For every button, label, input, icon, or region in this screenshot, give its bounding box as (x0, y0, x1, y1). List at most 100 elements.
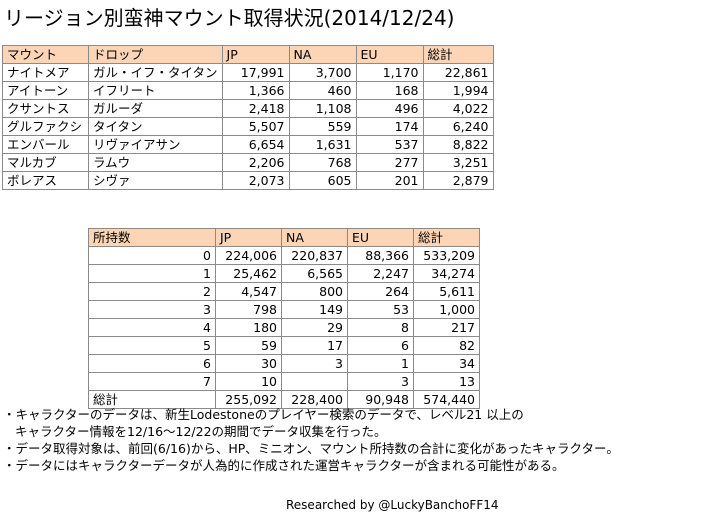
table-row: 2 4,547 800 264 5,611 (88, 282, 480, 301)
na-value (281, 372, 348, 391)
header-total: 総計 (413, 228, 480, 247)
drop-source: リヴァイアサン (88, 135, 223, 154)
header-jp: JP (215, 228, 282, 247)
table-header-row: 所持数 JP NA EU 総計 (88, 228, 480, 247)
header-na: NA (288, 45, 357, 64)
jp-value: 30 (215, 354, 282, 373)
note-line: ・キャラクターのデータは、新生Lodestoneのプレイヤー検索のデータで、レベ… (3, 407, 524, 422)
na-value: 149 (281, 300, 348, 319)
total-value: 533,209 (413, 246, 480, 265)
note-line: ・データ取得対象は、前回(6/16)から、HP、ミニオン、マウント所持数の合計に… (3, 441, 619, 456)
na-value: 3 (281, 354, 348, 373)
total-value: 1,000 (413, 300, 480, 319)
mount-name: ナイトメア (2, 63, 89, 82)
header-drop: ドロップ (88, 45, 223, 64)
mount-name: エンバール (2, 135, 89, 154)
jp-value: 2,206 (221, 153, 290, 172)
table-row: マルカブ ラムウ 2,206 768 277 3,251 (2, 153, 494, 172)
mount-name: グルファクシ (2, 117, 89, 136)
eu-value: 3 (347, 372, 414, 391)
total-value: 34 (413, 354, 480, 373)
count-value: 5 (88, 336, 216, 355)
drop-source: ラムウ (88, 153, 223, 172)
total-value: 8,822 (422, 135, 494, 154)
credit: Researched by @LuckyBanchoFF14 (286, 498, 499, 512)
eu-value: 537 (355, 135, 424, 154)
total-value: 82 (413, 336, 480, 355)
total-value: 217 (413, 318, 480, 337)
table-row: 0 224,006 220,837 88,366 533,209 (88, 246, 480, 265)
table-row: 3 798 149 53 1,000 (88, 300, 480, 319)
drop-source: シヴァ (88, 171, 223, 190)
table-row: アイトーン イフリート 1,366 460 168 1,994 (2, 81, 494, 100)
total-label: 総計 (88, 390, 216, 409)
header-count: 所持数 (88, 228, 216, 247)
jp-value: 798 (215, 300, 282, 319)
header-eu: EU (355, 45, 424, 64)
grand-total: 574,440 (413, 390, 480, 409)
na-value: 29 (281, 318, 348, 337)
total-value: 4,022 (422, 99, 494, 118)
count-value: 2 (88, 282, 216, 301)
table-row: ボレアス シヴァ 2,073 605 201 2,879 (2, 171, 494, 190)
drop-source: ガル・イフ・タイタン (88, 63, 223, 82)
eu-value: 277 (355, 153, 424, 172)
na-value: 800 (281, 282, 348, 301)
note-line: キャラクター情報を12/16～12/22の期間でデータ収集を行った。 (15, 424, 387, 439)
na-value: 559 (288, 117, 357, 136)
na-value: 17 (281, 336, 348, 355)
na-value: 605 (288, 171, 357, 190)
mount-name: アイトーン (2, 81, 89, 100)
mount-name: クサントス (2, 99, 89, 118)
table-row: エンバール リヴァイアサン 6,654 1,631 537 8,822 (2, 135, 494, 154)
total-value: 5,611 (413, 282, 480, 301)
eu-value: 264 (347, 282, 414, 301)
count-value: 0 (88, 246, 216, 265)
count-value: 1 (88, 264, 216, 283)
jp-value: 224,006 (215, 246, 282, 265)
table-header-row: マウント ドロップ JP NA EU 総計 (2, 45, 494, 64)
table-row: 6 30 3 1 34 (88, 354, 480, 373)
eu-value: 1 (347, 354, 414, 373)
mount-name: マルカブ (2, 153, 89, 172)
table-row: 7 10 3 13 (88, 372, 480, 391)
header-eu: EU (347, 228, 414, 247)
jp-value: 5,507 (221, 117, 290, 136)
mount-drop-table: マウント ドロップ JP NA EU 総計 ナイトメア ガル・イフ・タイタン 1… (2, 45, 494, 190)
note-line: ・データにはキャラクターデータが人為的に作成された運営キャラクターが含まれる可能… (3, 458, 565, 473)
header-mount: マウント (2, 45, 89, 64)
total-value: 34,274 (413, 264, 480, 283)
total-value: 2,879 (422, 171, 494, 190)
jp-value: 1,366 (221, 81, 290, 100)
jp-value: 2,073 (221, 171, 290, 190)
table-row: クサントス ガルーダ 2,418 1,108 496 4,022 (2, 99, 494, 118)
total-value: 1,994 (422, 81, 494, 100)
table-row: 1 25,462 6,565 2,247 34,274 (88, 264, 480, 283)
count-value: 7 (88, 372, 216, 391)
jp-value: 25,462 (215, 264, 282, 283)
na-value: 1,631 (288, 135, 357, 154)
eu-value: 1,170 (355, 63, 424, 82)
header-na: NA (281, 228, 348, 247)
na-total: 228,400 (281, 390, 348, 409)
eu-value: 8 (347, 318, 414, 337)
notes: ・キャラクターのデータは、新生Lodestoneのプレイヤー検索のデータで、レベ… (3, 406, 619, 474)
jp-value: 10 (215, 372, 282, 391)
jp-value: 17,991 (221, 63, 290, 82)
header-total: 総計 (422, 45, 494, 64)
table-row: グルファクシ タイタン 5,507 559 174 6,240 (2, 117, 494, 136)
page-title: リージョン別蛮神マウント取得状況(2014/12/24) (4, 6, 455, 30)
mount-count-table: 所持数 JP NA EU 総計 0 224,006 220,837 88,366… (88, 228, 480, 409)
jp-value: 180 (215, 318, 282, 337)
table-row: 5 59 17 6 82 (88, 336, 480, 355)
na-value: 220,837 (281, 246, 348, 265)
count-value: 3 (88, 300, 216, 319)
eu-total: 90,948 (347, 390, 414, 409)
mount-name: ボレアス (2, 171, 89, 190)
total-value: 3,251 (422, 153, 494, 172)
eu-value: 2,247 (347, 264, 414, 283)
total-value: 22,861 (422, 63, 494, 82)
eu-value: 168 (355, 81, 424, 100)
na-value: 460 (288, 81, 357, 100)
eu-value: 201 (355, 171, 424, 190)
